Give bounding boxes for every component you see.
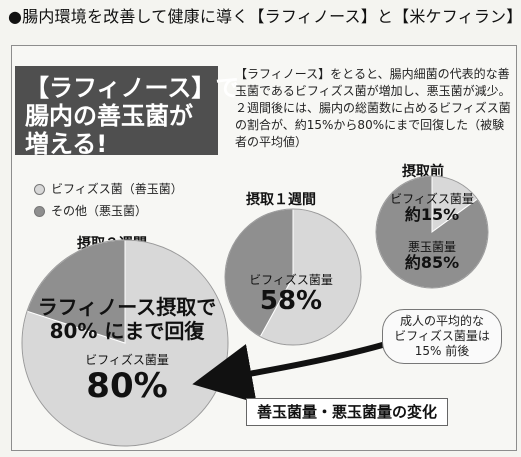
callout-line-3: 15% 前後 (414, 344, 470, 358)
legend-item-other: その他（悪玉菌） (34, 202, 183, 220)
pie-week2-cat-0: ビフィズス菌量 (85, 353, 169, 367)
pie-before-value-1: 約85% (404, 253, 460, 272)
pie-before-outline (375, 175, 489, 289)
hero-line-3: 増える! (25, 130, 108, 158)
pie-before-text: ビフィズス菌量 約15% 悪玉菌量 約85% (377, 192, 487, 272)
pie-group (21, 175, 489, 447)
page-title: ●腸内環境を改善して健康に導く【ラフィノース】と【米ケフィラン】 (8, 7, 521, 26)
legend-label-bifidobacteria: ビフィズス菌（善玉菌） (51, 182, 183, 196)
pie-week1-text: ビフィズス菌量 58% (246, 273, 336, 315)
legend: ビフィズス菌（善玉菌） その他（悪玉菌） (34, 180, 183, 224)
pie-week1-value-0: 58% (259, 286, 323, 316)
pie-week2-annotation-1: ラフィノース摂取で (37, 295, 217, 319)
pie-before-cat-0: ビフィズス菌量 (390, 192, 474, 206)
pie-week2-annotation-2: 80% にまで回復 (49, 319, 205, 343)
pie-week2-value-0: 80% (86, 366, 168, 406)
description-text: 【ラフィノース】をとると、腸内細菌の代表的な善玉菌であるビフィズス菌が増加し、悪… (235, 67, 511, 149)
hero-banner: 【ラフィノース】で 腸内の善玉菌が 増える! (15, 66, 240, 158)
legend-label-other: その他（悪玉菌） (51, 204, 148, 218)
pie-week2-text: ラフィノース摂取で 80% にまで回復 ビフィズス菌量 80% (17, 295, 237, 405)
pie-before-cat-1: 悪玉菌量 (407, 240, 456, 254)
callout-arrow (192, 341, 387, 404)
callout-line-2: ビフィズス菌量は (394, 329, 490, 343)
pie-week1-cat-0: ビフィズス菌量 (249, 273, 333, 287)
hero-line-2: 腸内の善玉菌が (25, 102, 193, 130)
pie-before-value-0: 約15% (404, 205, 460, 224)
legend-swatch-bifidobacteria (34, 183, 45, 195)
bottom-caption: 善玉菌量・悪玉菌量の変化 (246, 398, 449, 426)
legend-item-bifidobacteria: ビフィズス菌（善玉菌） (34, 180, 183, 198)
callout-line-1: 成人の平均的な (399, 314, 484, 328)
chart-title-week1: 摂取１週間 (246, 192, 316, 208)
pie-week2-outline (21, 239, 229, 447)
average-callout: 成人の平均的な ビフィズス菌量は 15% 前後 (382, 309, 502, 364)
pie-week1-outline (224, 208, 362, 346)
legend-swatch-other (34, 205, 45, 217)
hero-line-1: 【ラフィノース】で (25, 74, 240, 102)
